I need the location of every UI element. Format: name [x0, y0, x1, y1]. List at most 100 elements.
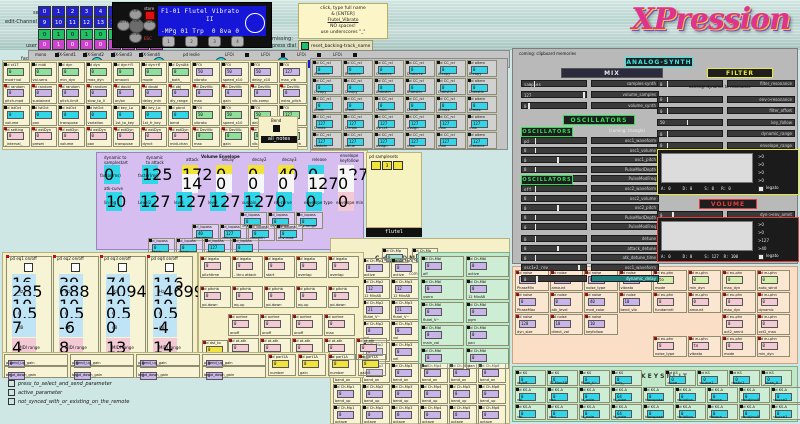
- channel-button[interactable]: 13: [94, 17, 107, 28]
- cc-cell[interactable]: pd CC_rcl 0 C-copy: [312, 78, 342, 95]
- cell-value[interactable]: 0: [551, 392, 568, 401]
- control-cell[interactable]: pd extDyn 0 transpose: [113, 126, 140, 147]
- cell-value[interactable]: 0: [140, 371, 157, 380]
- control-cell[interactable]: pd dyn+fl 0 mode: [140, 62, 167, 83]
- channel-button[interactable]: 0: [66, 39, 79, 50]
- cell-value[interactable]: 0: [62, 110, 79, 119]
- param-state-flag[interactable]: [141, 127, 145, 130]
- param-state-flag[interactable]: [730, 370, 734, 374]
- channel-button[interactable]: 0: [80, 39, 93, 50]
- param-state-flag[interactable]: [479, 363, 482, 367]
- noise-cell[interactable]: pd noise 40 mod_color: [584, 292, 618, 313]
- eq-onoff-toggle[interactable]: [165, 263, 174, 272]
- param-state-flag[interactable]: [193, 127, 196, 130]
- sampleset-selector[interactable]: 3: [371, 161, 403, 170]
- keysplit-cell[interactable]: pd KS 0 clone: [665, 370, 697, 386]
- cell-value[interactable]: 127: [347, 137, 364, 146]
- down-button[interactable]: DOWN: [129, 32, 142, 43]
- synth-slider-handle[interactable]: [534, 138, 537, 144]
- channel-button[interactable]: 3: [80, 6, 93, 17]
- param-state-flag[interactable]: [114, 84, 117, 87]
- param-state-flag[interactable]: [4, 84, 7, 87]
- cell-value[interactable]: 0: [283, 89, 300, 97]
- keysplit-cell[interactable]: pd KS 0 _chan_0: [761, 370, 793, 386]
- cell-value[interactable]: 0: [395, 263, 412, 272]
- param-state-flag[interactable]: [357, 338, 360, 342]
- cell-value[interactable]: 10: [588, 319, 605, 328]
- param-state-flag[interactable]: [383, 248, 386, 252]
- cell-value[interactable]: 127: [440, 137, 457, 146]
- synth-slider-handle[interactable]: [666, 96, 669, 102]
- param-state-flag[interactable]: [392, 321, 395, 325]
- synth-slider-handle[interactable]: [557, 157, 559, 163]
- param-state-flag[interactable]: [516, 314, 519, 318]
- cell-value[interactable]: 0: [172, 132, 189, 140]
- param-state-flag[interactable]: [297, 212, 300, 216]
- cell-value[interactable]: 0: [300, 261, 317, 270]
- param-state-flag[interactable]: [516, 270, 519, 274]
- pitchbend-cell[interactable]: pd pitchb 0 pd-down: [200, 286, 231, 308]
- param-state-flag[interactable]: [313, 60, 316, 64]
- param-state-flag[interactable]: [644, 387, 647, 391]
- cell-value[interactable]: 0: [583, 392, 600, 401]
- synth-slider[interactable]: 0: [521, 213, 587, 221]
- param-state-flag[interactable]: [193, 84, 196, 87]
- control-cell[interactable]: pd random 0 pitch-mod: [3, 83, 30, 104]
- param-state-flag[interactable]: [169, 62, 172, 66]
- cell-value[interactable]: 0: [409, 101, 426, 110]
- cell-value[interactable]: 0: [366, 368, 383, 377]
- cell-value[interactable]: 50: [225, 110, 242, 119]
- param-state-flag[interactable]: [177, 238, 180, 242]
- envelope-value[interactable]: 127: [308, 174, 339, 193]
- synth-slider[interactable]: 0: [521, 223, 587, 231]
- soft-button-3[interactable]: 3: [208, 36, 221, 47]
- synth-slider[interactable]: 0: [521, 194, 587, 202]
- chordmapper-cell[interactable]: pd Ch-Mp3 0 active: [391, 258, 419, 278]
- param-state-flag[interactable]: [205, 238, 208, 242]
- legato-cell[interactable]: pd legato 0 - thru attack: [232, 256, 263, 278]
- param-state-flag[interactable]: [280, 84, 283, 87]
- lfo-cell[interactable]: pd DevVib 0 max: [192, 83, 220, 104]
- cell-value[interactable]: 0: [252, 229, 269, 238]
- param-state-flag[interactable]: [585, 270, 588, 274]
- cell-value[interactable]: 0: [347, 83, 364, 92]
- param-state-flag[interactable]: [437, 96, 440, 100]
- soft-button-1[interactable]: 1: [162, 36, 175, 47]
- chordmapper-cell[interactable]: pd Ch-Mp4 0 octave: [420, 405, 448, 424]
- cell-value[interactable]: 0: [409, 83, 426, 92]
- cell-value[interactable]: 0: [144, 110, 162, 119]
- control-cell[interactable]: pd lstOct 0 volume: [3, 105, 30, 126]
- cell-value[interactable]: 0: [669, 375, 687, 384]
- param-state-flag[interactable]: [757, 292, 761, 296]
- param-state-flag[interactable]: [654, 270, 657, 274]
- cell-value[interactable]: 0: [272, 359, 289, 368]
- cell-value[interactable]: 0: [7, 110, 24, 119]
- param-state-flag[interactable]: [548, 370, 551, 374]
- cell-value[interactable]: 0: [760, 297, 778, 306]
- cell-value[interactable]: 0: [691, 275, 709, 284]
- lfo-cell[interactable]: pd DevVib 0 gain: [221, 126, 249, 147]
- keysplit-cell[interactable]: pd KS-A 0 detune: [707, 404, 738, 420]
- chordmapper-cell[interactable]: pd Ch-Mp2 12 12 MinAB: [362, 279, 390, 299]
- synth-slider[interactable]: 0: [521, 156, 587, 164]
- cell-value[interactable]: 0: [657, 341, 674, 350]
- param-state-flag[interactable]: [612, 370, 615, 374]
- envelope-value[interactable]: 0: [338, 192, 354, 211]
- cell-value[interactable]: 0: [236, 243, 253, 252]
- param-state-flag[interactable]: [468, 114, 471, 118]
- param-state-flag[interactable]: [723, 270, 726, 274]
- param-state-flag[interactable]: [363, 405, 366, 409]
- soft-button-2[interactable]: 2: [185, 36, 198, 47]
- param-state-flag[interactable]: [375, 78, 378, 82]
- cell-value[interactable]: 0: [551, 375, 568, 384]
- synth-slider[interactable]: 0: [521, 235, 587, 242]
- cell-value[interactable]: 0: [225, 89, 242, 97]
- cell-value[interactable]: 0: [7, 89, 24, 97]
- cell-value[interactable]: 0: [196, 89, 213, 97]
- param-state-flag[interactable]: [222, 105, 225, 109]
- cc-cell[interactable]: pd CC_rcl 127 D-max: [343, 114, 373, 131]
- bend-up-cell[interactable]: 0 p-bend_up_gain: [70, 354, 134, 368]
- noise-cell[interactable]: pd eu-phn 0 max_dyn: [722, 292, 756, 313]
